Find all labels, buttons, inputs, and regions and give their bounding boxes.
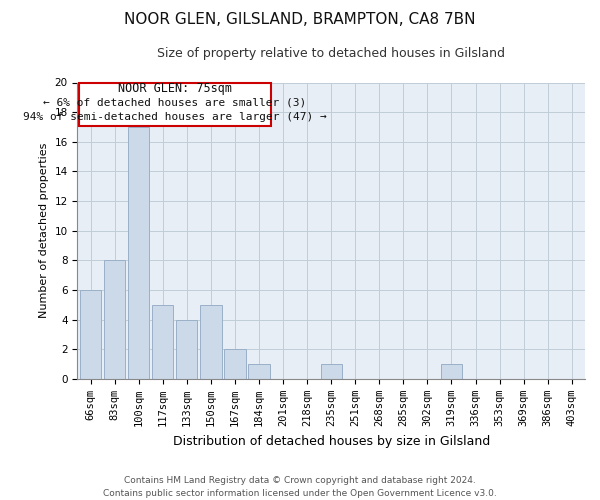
Bar [104,260,125,379]
Text: 94% of semi-detached houses are larger (47) →: 94% of semi-detached houses are larger (… [23,112,327,122]
Bar [248,364,269,379]
Bar [152,305,173,379]
Bar [128,127,149,379]
Text: NOOR GLEN, GILSLAND, BRAMPTON, CA8 7BN: NOOR GLEN, GILSLAND, BRAMPTON, CA8 7BN [124,12,476,28]
Bar [80,290,101,379]
Title: Size of property relative to detached houses in Gilsland: Size of property relative to detached ho… [157,48,505,60]
Bar [224,350,245,379]
Bar [200,305,221,379]
X-axis label: Distribution of detached houses by size in Gilsland: Distribution of detached houses by size … [173,434,490,448]
Bar [320,364,342,379]
Text: NOOR GLEN: 75sqm: NOOR GLEN: 75sqm [118,82,232,95]
Y-axis label: Number of detached properties: Number of detached properties [39,143,49,318]
Bar [176,320,197,379]
Text: ← 6% of detached houses are smaller (3): ← 6% of detached houses are smaller (3) [43,98,307,108]
FancyBboxPatch shape [79,82,271,126]
Bar [441,364,462,379]
Text: Contains HM Land Registry data © Crown copyright and database right 2024.
Contai: Contains HM Land Registry data © Crown c… [103,476,497,498]
